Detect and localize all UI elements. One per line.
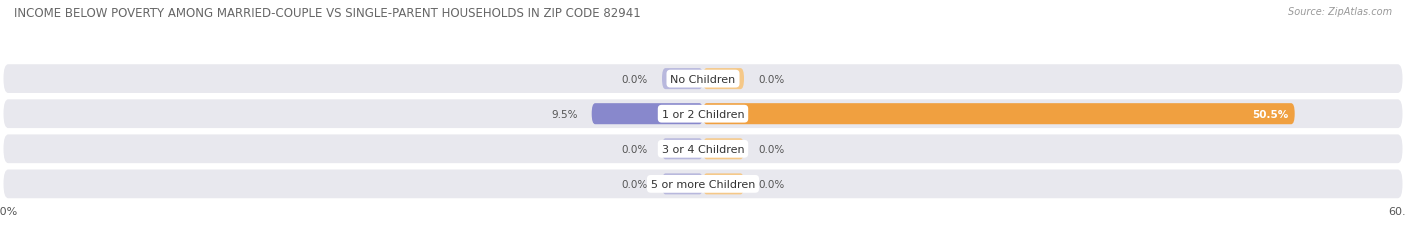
Text: No Children: No Children bbox=[671, 74, 735, 84]
FancyBboxPatch shape bbox=[662, 139, 703, 160]
Text: 0.0%: 0.0% bbox=[758, 74, 785, 84]
FancyBboxPatch shape bbox=[662, 69, 703, 90]
Text: 0.0%: 0.0% bbox=[621, 179, 648, 189]
Text: 0.0%: 0.0% bbox=[621, 144, 648, 154]
FancyBboxPatch shape bbox=[703, 173, 744, 195]
FancyBboxPatch shape bbox=[703, 139, 744, 160]
Text: 1 or 2 Children: 1 or 2 Children bbox=[662, 109, 744, 119]
Text: 5 or more Children: 5 or more Children bbox=[651, 179, 755, 189]
Text: 50.5%: 50.5% bbox=[1253, 109, 1289, 119]
Text: 3 or 4 Children: 3 or 4 Children bbox=[662, 144, 744, 154]
FancyBboxPatch shape bbox=[3, 100, 1403, 128]
Text: Source: ZipAtlas.com: Source: ZipAtlas.com bbox=[1288, 7, 1392, 17]
Text: 0.0%: 0.0% bbox=[758, 144, 785, 154]
Text: 0.0%: 0.0% bbox=[758, 179, 785, 189]
Text: 9.5%: 9.5% bbox=[551, 109, 578, 119]
Text: 0.0%: 0.0% bbox=[621, 74, 648, 84]
FancyBboxPatch shape bbox=[3, 65, 1403, 94]
FancyBboxPatch shape bbox=[662, 173, 703, 195]
FancyBboxPatch shape bbox=[3, 135, 1403, 164]
FancyBboxPatch shape bbox=[592, 104, 703, 125]
FancyBboxPatch shape bbox=[703, 104, 1295, 125]
Text: INCOME BELOW POVERTY AMONG MARRIED-COUPLE VS SINGLE-PARENT HOUSEHOLDS IN ZIP COD: INCOME BELOW POVERTY AMONG MARRIED-COUPL… bbox=[14, 7, 641, 20]
FancyBboxPatch shape bbox=[3, 170, 1403, 198]
FancyBboxPatch shape bbox=[703, 69, 744, 90]
